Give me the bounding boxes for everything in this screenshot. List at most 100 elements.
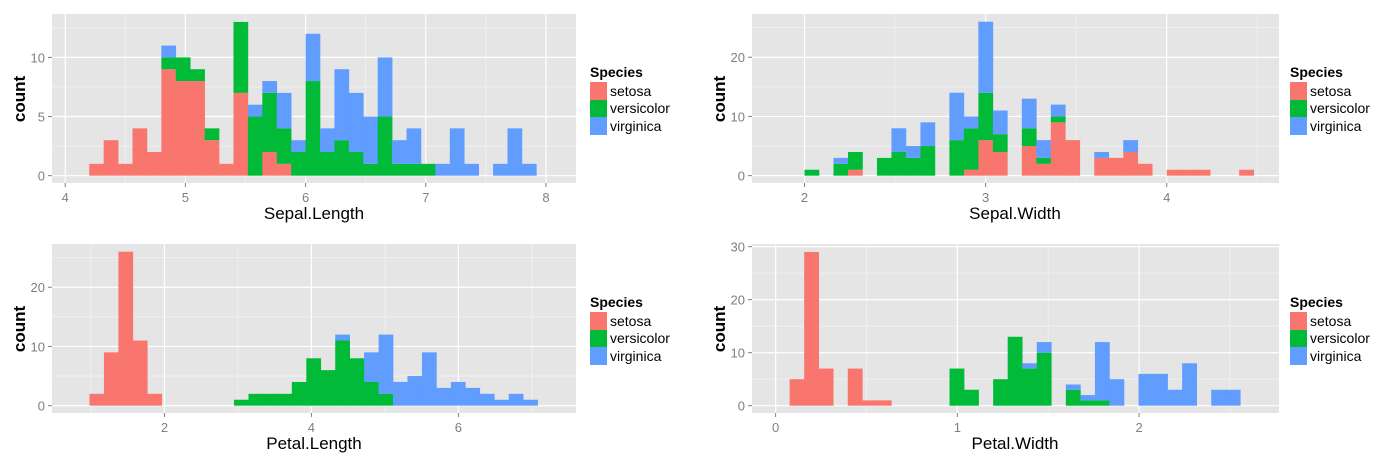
bar-virginica <box>464 163 479 176</box>
bar-versicolor <box>833 163 849 176</box>
x-tick-label: 2 <box>161 420 168 435</box>
bar-setosa <box>262 152 278 176</box>
bar-setosa <box>89 163 104 176</box>
bar-virginica <box>161 45 177 58</box>
y-axis-title: count <box>10 75 29 123</box>
bar-versicolor <box>420 163 436 176</box>
x-tick-label: 0 <box>772 420 779 435</box>
bar-versicolor <box>1022 368 1038 406</box>
legend-item-versicolor: versicolor <box>590 99 670 117</box>
legend-key-versicolor <box>1290 329 1307 347</box>
legend-item-virginica: virginica <box>1290 347 1370 365</box>
bar-virginica <box>1080 395 1096 401</box>
bar-versicolor <box>804 169 820 176</box>
bar-versicolor <box>1036 157 1052 164</box>
bar-versicolor <box>392 163 407 176</box>
bar-setosa <box>963 169 979 176</box>
panel-sepal-length: 4 5 6 7 8 0 5 10 <box>31 14 576 205</box>
bar-virginica <box>1050 104 1066 117</box>
bar-virginica <box>393 381 408 406</box>
bar-virginica <box>963 116 979 129</box>
bar-virginica <box>508 393 524 406</box>
bar-virginica <box>1021 98 1037 129</box>
bar-versicolor <box>978 92 994 141</box>
bar-setosa <box>818 368 834 406</box>
x-tick-label: 4 <box>62 190 69 205</box>
bar-setosa <box>1195 169 1211 176</box>
bar-virginica <box>905 146 921 158</box>
legend-item-versicolor: versicolor <box>1290 329 1370 347</box>
bar-versicolor <box>305 81 321 176</box>
legend-item-virginica: virginica <box>590 347 670 365</box>
y-tick-label: 0 <box>38 169 45 184</box>
bar-virginica <box>449 128 465 176</box>
bar-virginica <box>348 92 364 153</box>
bar-versicolor <box>363 163 378 176</box>
bar-virginica <box>247 104 263 117</box>
legend-label: versicolor <box>1310 330 1370 347</box>
bar-virginica <box>335 334 350 341</box>
bar-versicolor <box>949 368 965 406</box>
bar-versicolor <box>364 381 379 406</box>
bar-virginica <box>523 399 538 406</box>
bar-setosa <box>789 379 805 406</box>
bar-setosa <box>103 140 119 176</box>
y-tick-label: 0 <box>738 169 745 184</box>
x-tick-label: 8 <box>542 190 549 205</box>
bar-virginica <box>1036 140 1052 158</box>
bar-versicolor <box>993 379 1008 406</box>
bar-versicolor <box>876 157 892 176</box>
legend-species: Species setosa versicolor virginica <box>590 64 670 135</box>
legend-key-setosa <box>590 312 607 330</box>
bar-setosa <box>978 140 994 176</box>
bar-versicolor <box>348 152 364 176</box>
bar-versicolor <box>905 157 921 176</box>
bar-setosa <box>89 393 105 406</box>
bar-setosa <box>1166 169 1182 176</box>
bar-versicolor <box>161 57 177 70</box>
legend-title: Species <box>590 294 643 310</box>
bar-setosa <box>118 251 134 406</box>
bar-setosa <box>276 163 292 176</box>
y-tick-label: 5 <box>38 110 45 125</box>
legend-label: versicolor <box>1310 100 1370 117</box>
bar-virginica <box>407 376 423 406</box>
bar-virginica <box>494 399 510 406</box>
bar-virginica <box>334 69 350 141</box>
y-tick-label: 20 <box>731 293 745 308</box>
bar-versicolor <box>378 393 394 406</box>
legend-key-virginica <box>590 347 607 365</box>
y-axis-title: count <box>10 305 29 353</box>
x-tick-label: 6 <box>455 420 462 435</box>
legend-item-versicolor: versicolor <box>590 329 670 347</box>
bar-versicolor <box>1050 116 1066 123</box>
bar-versicolor <box>1036 352 1052 406</box>
legend-species: Species setosa versicolor virginica <box>1290 294 1370 365</box>
legend-label: virginica <box>610 347 662 364</box>
bar-versicolor <box>964 389 979 406</box>
bar-setosa <box>219 163 234 176</box>
bar-setosa <box>1094 157 1110 176</box>
legend-key-setosa <box>590 82 607 100</box>
bar-virginica <box>1065 384 1081 390</box>
x-tick-label: 6 <box>302 190 309 205</box>
bar-versicolor <box>277 393 293 406</box>
bar-virginica <box>891 128 907 152</box>
legend-key-versicolor <box>590 99 607 117</box>
bar-setosa <box>132 340 148 406</box>
panel-petal-length: 2 4 6 0 10 20 <box>31 244 576 435</box>
y-tick-label: 10 <box>31 50 45 65</box>
legend-label: virginica <box>1310 117 1362 134</box>
bar-versicolor <box>920 146 936 176</box>
y-tick-label: 10 <box>731 109 745 124</box>
bar-setosa <box>233 92 249 176</box>
legend-item-setosa: setosa <box>1290 82 1370 100</box>
legend-key-virginica <box>590 117 607 135</box>
bar-setosa <box>1050 122 1066 176</box>
x-tick-label: 2 <box>1135 420 1142 435</box>
bar-virginica <box>320 128 335 153</box>
bar-versicolor <box>1007 336 1023 406</box>
bar-virginica <box>833 157 849 164</box>
legend-label: versicolor <box>610 100 670 117</box>
